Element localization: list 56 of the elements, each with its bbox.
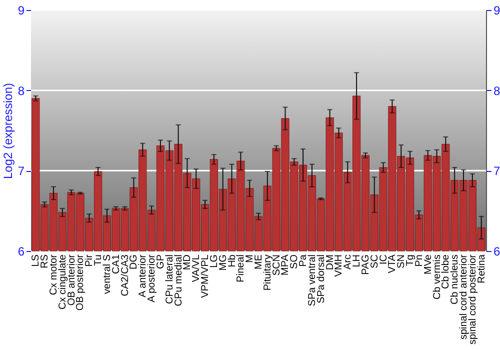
x-tick-label: ventral S [102,254,113,294]
x-tick-label: LS [30,254,42,267]
x-tick-label: PAG [360,254,372,275]
y-tick-label: 8 [18,84,25,98]
y-axis-title: Log2 (expression) [0,82,15,180]
y-tick-label: 7 [18,164,25,178]
x-tick-label: DM [324,254,336,270]
x-tick-label: CPu lateral [164,254,176,304]
x-tick-label: SPa ventral [306,254,318,306]
x-tick-label: CPu medial [173,254,184,306]
x-tick-label: spinal cord posterior [467,254,478,345]
x-tick-label: Cb lobe [440,254,452,289]
y-tick-label: 6 [18,244,25,258]
x-tick-label: MVe [422,254,434,275]
x-tick-label: Pineal [236,254,247,282]
x-tick-label: Pituitary [262,254,274,291]
x-tick-label: A posterior [146,254,158,302]
y2-tick-label: 6 [494,244,500,258]
x-tick-label: A anterior [138,254,149,298]
x-tick-label: Cb nucleus [450,254,461,305]
x-tick-label: SPa dorsal [316,254,327,304]
x-tick-label: Pa [298,254,310,267]
x-tick-label: Tu [93,254,104,266]
x-tick-label: Tg [405,254,416,266]
x-tick-label: SO [289,254,300,269]
x-tick-label: OB anterior [66,254,78,306]
x-tick-label: VMH [334,254,345,277]
x-tick-label: SCN [271,254,282,276]
x-tick-label: OB posterior [75,254,86,311]
y2-tick-label: 7 [494,164,500,178]
y2-tick-label: 9 [494,4,500,18]
y2-tick-label: 8 [494,84,500,98]
x-tick-label: RS [40,254,51,268]
x-tick-label: Hb [226,254,238,268]
x-tick-label: M [244,254,256,263]
x-tick-label: LH [352,254,363,268]
x-tick-label: IC [378,254,390,264]
x-tick-label: CA2/CA3 [120,254,131,296]
x-tick-label: VTA [387,254,398,274]
x-tick-label: Pir [84,254,96,267]
x-tick-label: MPA [280,254,292,276]
x-tick-label: CA1 [110,254,122,274]
x-tick-label: Pn [414,254,425,267]
x-tick-label: VPM/VPL [200,254,212,298]
x-tick-label: DG [128,254,140,270]
x-tick-label: SN [396,254,408,268]
x-tick-label: SC [369,254,380,268]
x-tick-label: LG [208,254,220,268]
x-tick-label: Arc [342,254,354,270]
x-tick-label: ME [254,254,264,270]
x-tick-label: MG [218,254,229,271]
y-tick-label: 9 [18,4,25,18]
x-tick-label: Cx cingulate [57,254,68,310]
x-tick-label: Retina [476,254,488,284]
x-tick-label: spinal cord anterior [458,254,470,340]
x-tick-label: GP [155,254,166,269]
